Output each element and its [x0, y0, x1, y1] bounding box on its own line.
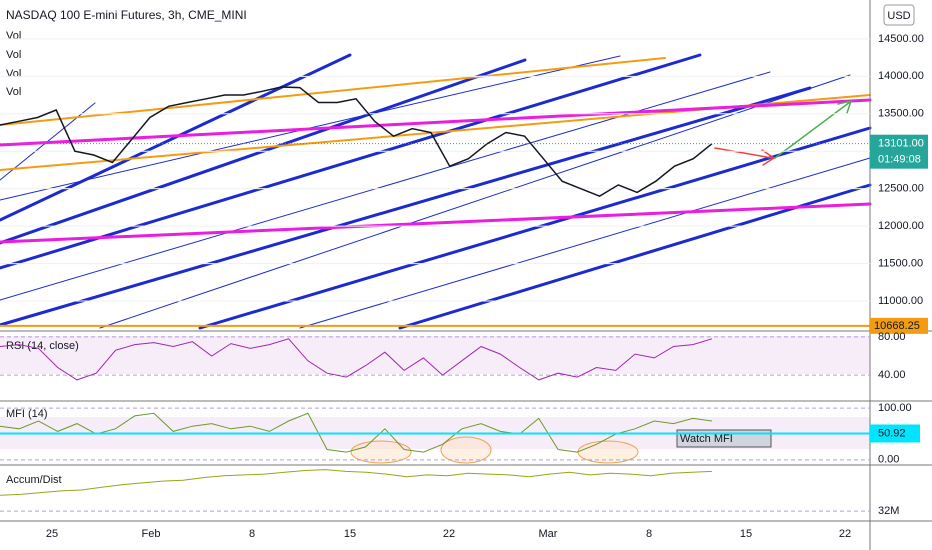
- level-box: [870, 317, 928, 334]
- vol-label: Vol: [6, 86, 21, 98]
- x-tick-label: Feb: [142, 528, 161, 540]
- x-tick-label: 15: [344, 528, 356, 540]
- note: Watch MFI: [680, 433, 733, 445]
- trend-line: [0, 98, 872, 147]
- last-price: 13101.00: [878, 138, 924, 150]
- y-tick-label: 11000.00: [878, 295, 923, 307]
- pane-title: MFI (14): [6, 408, 48, 420]
- trend-line: [198, 126, 872, 330]
- currency-box[interactable]: [883, 4, 915, 26]
- trend-line: [0, 53, 352, 222]
- vol-label: Vol: [6, 49, 21, 61]
- y-tick-label: 13500.00: [878, 108, 924, 120]
- y-tick-label: 80.00: [878, 331, 906, 343]
- x-tick-label: Mar: [539, 528, 558, 540]
- y-tick-label: 11500.00: [878, 257, 923, 269]
- trend-lines: [0, 53, 872, 330]
- trend-line: [99, 74, 851, 329]
- currency[interactable]: USD: [887, 10, 910, 22]
- vol-label: Vol: [6, 68, 21, 80]
- series-line: [0, 412, 713, 453]
- series-line: [0, 86, 713, 198]
- trend-line: [0, 53, 702, 270]
- series-line: [0, 338, 713, 381]
- countdown: 01:49:08: [878, 154, 921, 166]
- level-label: 10668.25: [874, 320, 920, 332]
- x-tick-label: 25: [46, 528, 58, 540]
- last-price-box: [870, 134, 928, 169]
- y-tick-label: 14000.00: [878, 70, 924, 82]
- x-tick-label: 22: [839, 528, 851, 540]
- arrow: [774, 99, 853, 159]
- highlight: [577, 440, 639, 464]
- y-tick-label: 12500.00: [878, 183, 924, 195]
- y-tick-label: 12000.00: [878, 220, 924, 232]
- x-tick-label: 22: [443, 528, 455, 540]
- highlight: [440, 436, 492, 464]
- chart-title: NASDAQ 100 E-mini Futures, 3h, CME_MINI: [6, 8, 247, 22]
- y-tick-label: 100.00: [878, 402, 912, 414]
- y-tick-label: 40.00: [878, 369, 906, 381]
- trend-line: [299, 157, 871, 329]
- y-tick-label: 14500.00: [878, 33, 924, 45]
- pane-title: RSI (14, close): [6, 340, 79, 352]
- trend-line: [0, 71, 771, 301]
- x-tick-label: 8: [249, 528, 255, 540]
- x-axis: 25 Feb 8 15 22 Mar 8 15 22: [46, 528, 851, 540]
- y-tick-label: 0.00: [878, 454, 899, 466]
- vol-label: Vol: [6, 30, 21, 42]
- level-label: 50.92: [878, 427, 906, 439]
- y-tick-label: 32M: [878, 505, 899, 517]
- x-tick-label: 8: [646, 528, 652, 540]
- trend-line: [0, 202, 872, 244]
- trend-line: [0, 86, 812, 327]
- series-line: [0, 469, 713, 496]
- x-tick-label: 15: [740, 528, 752, 540]
- arrow: [714, 147, 776, 166]
- level-box: [870, 424, 920, 443]
- pane-title: Accum/Dist: [6, 474, 62, 486]
